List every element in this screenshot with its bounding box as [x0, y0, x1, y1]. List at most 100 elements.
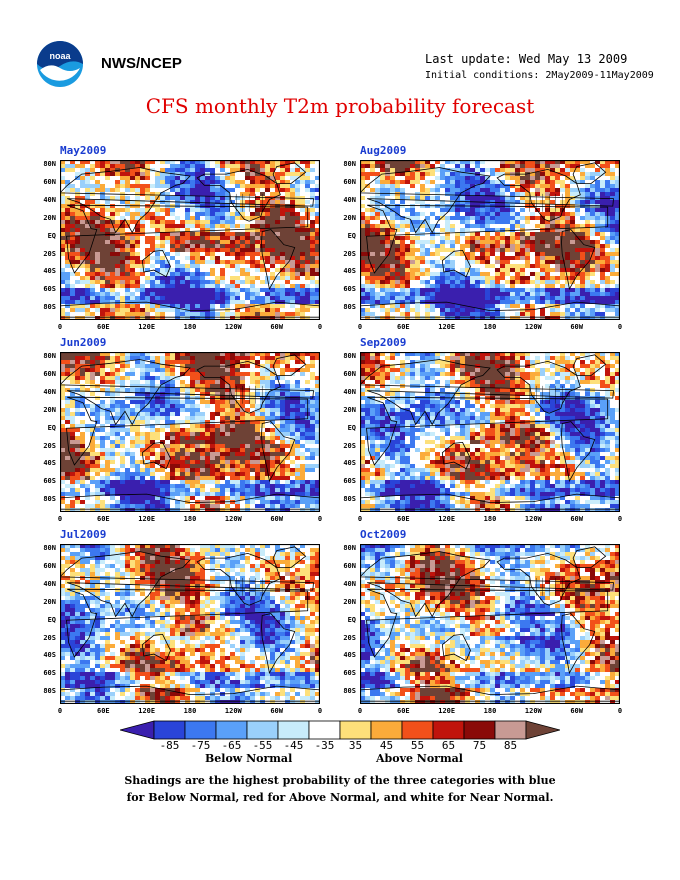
- lat-tick-label: 40S: [343, 651, 356, 660]
- forecast-map-sep2009: [360, 352, 620, 512]
- lat-tick-label: EQ: [347, 423, 356, 432]
- lon-tick-label: 180: [183, 323, 197, 331]
- lat-tick-label: 80N: [43, 352, 56, 360]
- lat-tick-label: 40S: [43, 459, 56, 468]
- lon-tick-label: 120E: [438, 707, 456, 715]
- lon-tick-label: 60E: [397, 515, 410, 523]
- lat-tick-label: 40S: [43, 267, 56, 276]
- lat-tick-label: 80N: [343, 544, 356, 552]
- lon-tick-label: 180: [483, 515, 497, 523]
- colorbar-min-arrow: [120, 720, 155, 740]
- lon-tick-label: 120W: [524, 515, 542, 523]
- lat-tick-label: 40N: [43, 387, 56, 396]
- lat-tick-label: 80N: [43, 160, 56, 168]
- lon-tick-label: 60W: [570, 515, 583, 523]
- logo-text: noaa: [49, 51, 71, 61]
- lat-tick-label: 20S: [43, 441, 56, 450]
- lat-tick-label: 80S: [43, 495, 56, 504]
- colorbar-swatch: [184, 720, 217, 740]
- lat-tick-label: 20N: [343, 597, 356, 606]
- colorbar-swatch: [308, 720, 341, 740]
- lon-tick-label: 60E: [397, 323, 410, 331]
- lon-tick-label: 0: [357, 323, 363, 331]
- lat-tick-label: 60N: [43, 561, 56, 570]
- lon-tick-label: 120E: [138, 323, 156, 331]
- colorbar-swatch: [277, 720, 310, 740]
- footnote-line-1: Shadings are the highest probability of …: [124, 774, 556, 787]
- colorbar-tick-label: 35: [348, 739, 363, 752]
- colorbar-tick-label: 85: [503, 739, 518, 752]
- lat-tick-label: 60S: [343, 669, 356, 678]
- lat-tick-label: 80N: [343, 160, 356, 168]
- lat-tick-label: 20S: [43, 249, 56, 258]
- forecast-map-aug2009: [360, 160, 620, 320]
- lon-tick-label: 180: [483, 323, 497, 331]
- colorbar-tick-label: 65: [441, 739, 456, 752]
- lon-tick-label: 180: [483, 707, 497, 715]
- footnote-line-2: for Below Normal, red for Above Normal, …: [126, 791, 554, 804]
- colorbar-swatch: [246, 720, 279, 740]
- forecast-map-jul2009: [60, 544, 320, 704]
- colorbar-swatch: [494, 720, 527, 740]
- lat-tick-label: 60N: [43, 369, 56, 378]
- lat-tick-label: 80S: [43, 687, 56, 696]
- lat-tick-label: 40S: [343, 459, 356, 468]
- lat-tick-label: 20S: [343, 633, 356, 642]
- lat-tick-label: 20S: [343, 249, 356, 258]
- panel-title-jul2009: Jul2009: [60, 528, 107, 541]
- lat-tick-label: 40N: [343, 195, 356, 204]
- lon-tick-label: 120E: [138, 707, 156, 715]
- lat-tick-label: 20S: [343, 441, 356, 450]
- lat-tick-label: 60S: [43, 669, 56, 678]
- colorbar-swatch: [339, 720, 372, 740]
- lat-tick-label: 80N: [43, 544, 56, 552]
- lon-tick-label: 60E: [397, 707, 410, 715]
- lat-tick-label: 60S: [343, 285, 356, 294]
- colorbar-tick-label: 45: [379, 739, 394, 752]
- panel-title-jun2009: Jun2009: [60, 336, 107, 349]
- lat-tick-label: 60N: [343, 561, 356, 570]
- lat-tick-label: 20S: [43, 633, 56, 642]
- colorbar-tick-label: 55: [410, 739, 425, 752]
- colorbar-tick-label: -85: [159, 739, 180, 752]
- lat-tick-label: 60N: [43, 177, 56, 186]
- lat-tick-label: 40N: [43, 195, 56, 204]
- panel-title-aug2009: Aug2009: [360, 144, 407, 157]
- lat-tick-label: 40N: [43, 579, 56, 588]
- lat-tick-label: 60S: [43, 477, 56, 486]
- lon-tick-label: 60E: [97, 707, 110, 715]
- lon-tick-label: 0: [317, 323, 323, 331]
- colorbar-swatch: [463, 720, 496, 740]
- panel-title-oct2009: Oct2009: [360, 528, 407, 541]
- lon-tick-label: 120W: [524, 707, 542, 715]
- lat-tick-label: EQ: [47, 615, 56, 624]
- lat-tick-label: 80S: [343, 303, 356, 312]
- lat-tick-label: 20N: [43, 597, 56, 606]
- lon-tick-label: 0: [617, 323, 623, 331]
- lat-tick-label: 60N: [343, 369, 356, 378]
- lat-tick-label: 80S: [343, 495, 356, 504]
- lon-tick-label: 180: [183, 707, 197, 715]
- colorbar-tick-label: -35: [314, 739, 335, 752]
- lon-tick-label: 0: [57, 515, 63, 523]
- lon-tick-label: 0: [57, 707, 63, 715]
- lon-tick-label: 60W: [270, 323, 283, 331]
- lon-tick-label: 0: [57, 323, 63, 331]
- colorbar-swatch: [153, 720, 186, 740]
- lat-tick-label: EQ: [47, 231, 56, 240]
- lat-tick-label: 20N: [43, 405, 56, 414]
- lon-tick-label: 60E: [97, 323, 110, 331]
- lat-tick-label: 80N: [343, 352, 356, 360]
- lon-tick-label: 60E: [97, 515, 110, 523]
- lat-tick-label: 20N: [43, 213, 56, 222]
- forecast-map-oct2009: [360, 544, 620, 704]
- colorbar-tick-label: -75: [190, 739, 211, 752]
- colorbar-tick-label: -65: [221, 739, 242, 752]
- lon-tick-label: 0: [357, 707, 363, 715]
- lon-tick-label: 0: [317, 515, 323, 523]
- lon-tick-label: 120W: [224, 707, 242, 715]
- lon-tick-label: 120E: [438, 515, 456, 523]
- lon-tick-label: 60W: [270, 515, 283, 523]
- colorbar-swatch: [432, 720, 465, 740]
- lon-tick-label: 120E: [438, 323, 456, 331]
